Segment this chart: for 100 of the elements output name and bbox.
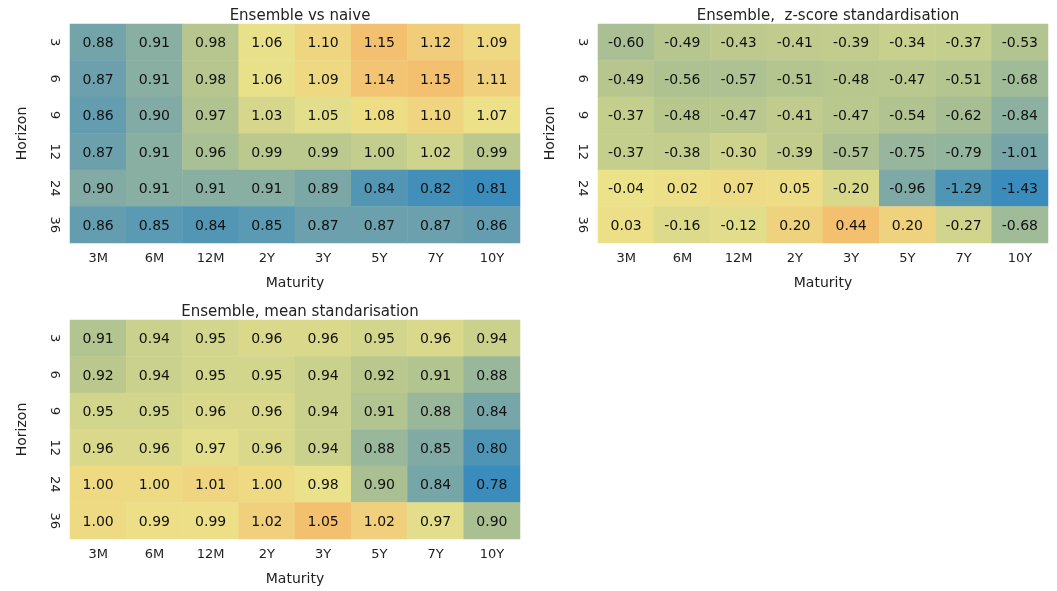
data-label: -0.48 (664, 107, 701, 124)
data-label: 0.96 (251, 403, 283, 420)
data-label: 0.95 (82, 403, 114, 420)
data-label: -1.43 (1001, 180, 1038, 197)
data-label: 0.96 (82, 439, 114, 456)
data-label: 1.12 (420, 34, 452, 51)
data-label: -0.37 (945, 34, 982, 51)
data-label: 0.98 (195, 70, 227, 87)
data-label: 0.96 (251, 330, 283, 347)
y-tick-label: 9 (576, 111, 591, 120)
chart-title: Ensemble vs naive (229, 5, 371, 24)
data-label: -0.47 (833, 107, 870, 124)
data-label: -0.60 (608, 34, 645, 51)
data-label: 0.03 (610, 216, 642, 233)
data-label: -0.37 (608, 107, 645, 124)
data-label: -0.51 (945, 70, 982, 87)
y-tick-label: 12 (48, 143, 63, 161)
data-label: -0.16 (664, 216, 701, 233)
data-label: 0.95 (195, 366, 227, 383)
y-tick-label: 36 (48, 216, 63, 234)
x-tick-label: 10Y (1007, 250, 1033, 265)
data-label: 0.91 (82, 330, 114, 347)
data-label: -0.43 (720, 34, 757, 51)
x-axis-title: Maturity (265, 274, 325, 290)
data-label: -0.34 (889, 34, 926, 51)
data-label: 0.84 (195, 216, 227, 233)
data-label: -0.37 (608, 143, 645, 160)
y-tick-label: 12 (48, 439, 63, 457)
data-label: 1.09 (476, 34, 508, 51)
data-label: 0.97 (195, 107, 227, 124)
data-label: -0.75 (889, 143, 926, 160)
data-label: -0.57 (720, 70, 757, 87)
y-tick-label: 6 (576, 74, 591, 83)
data-label: -0.41 (776, 107, 813, 124)
data-label: 0.80 (476, 439, 508, 456)
data-label: 0.20 (891, 216, 923, 233)
y-tick-label: 24 (48, 475, 63, 493)
y-axis-title: Horizon (13, 402, 29, 457)
data-label: 1.00 (138, 476, 170, 493)
x-tick-label: 3M (88, 546, 108, 561)
data-label: 1.00 (363, 143, 395, 160)
y-axis-title: Horizon (13, 106, 29, 161)
x-tick-label: 6M (144, 546, 165, 561)
data-label: 0.87 (307, 216, 339, 233)
data-label: -0.49 (664, 34, 701, 51)
data-label: 0.96 (138, 439, 171, 456)
data-label: 0.85 (420, 439, 452, 456)
data-label: 0.99 (307, 143, 339, 160)
y-tick-label: 3 (576, 38, 591, 47)
data-label: 0.94 (138, 366, 171, 383)
x-axis-title: Maturity (265, 570, 325, 586)
data-label: 0.92 (363, 366, 395, 383)
data-label: 1.03 (251, 107, 283, 124)
data-label: 1.00 (82, 512, 114, 529)
data-label: 0.94 (307, 403, 339, 420)
data-label: -1.01 (1001, 143, 1038, 160)
data-label: 0.84 (476, 403, 508, 420)
data-label: 1.11 (476, 70, 508, 87)
y-axis-title: Horizon (541, 106, 557, 161)
data-label: 0.87 (82, 143, 114, 160)
data-label: 0.02 (666, 180, 698, 197)
data-label: 0.90 (138, 107, 170, 124)
data-label: 0.92 (82, 366, 114, 383)
data-label: 0.88 (363, 439, 395, 456)
data-label: -0.04 (608, 180, 645, 197)
data-label: -0.39 (776, 143, 813, 160)
data-label: 1.06 (251, 70, 283, 87)
data-label: -0.41 (776, 34, 813, 51)
x-tick-label: 7Y (427, 250, 444, 265)
data-label: 1.10 (307, 34, 339, 51)
data-label: 0.81 (476, 180, 508, 197)
x-tick-label: 3M (88, 250, 108, 265)
data-label: 0.07 (723, 180, 755, 197)
data-label: 0.87 (363, 216, 395, 233)
data-label: 1.02 (363, 512, 395, 529)
chart-title: Ensemble, z-score standardisation (696, 5, 960, 24)
data-label: 1.10 (420, 107, 452, 124)
data-label: -0.84 (1001, 107, 1039, 124)
data-label: 0.85 (138, 216, 170, 233)
data-label: -0.56 (664, 70, 701, 87)
x-tick-label: 6M (144, 250, 165, 265)
data-label: 1.02 (420, 143, 452, 160)
chart-title: Ensemble, mean standarisation (181, 301, 419, 320)
data-label: 1.01 (195, 476, 227, 493)
x-tick-label: 12M (196, 546, 225, 561)
x-tick-label: 10Y (479, 546, 505, 561)
data-label: 0.97 (420, 512, 452, 529)
data-label: 1.07 (476, 107, 508, 124)
x-tick-label: 3M (616, 250, 636, 265)
y-tick-label: 36 (48, 512, 63, 530)
data-label: 0.86 (82, 216, 114, 233)
data-label: -0.51 (776, 70, 813, 87)
data-label: 0.20 (779, 216, 811, 233)
data-label: 0.78 (476, 476, 508, 493)
data-label: 0.86 (82, 107, 114, 124)
y-tick-label: 6 (48, 74, 63, 83)
data-label: 0.85 (251, 216, 283, 233)
data-label: 0.94 (307, 366, 339, 383)
data-label: 0.88 (420, 403, 452, 420)
data-label: -0.68 (1001, 70, 1038, 87)
